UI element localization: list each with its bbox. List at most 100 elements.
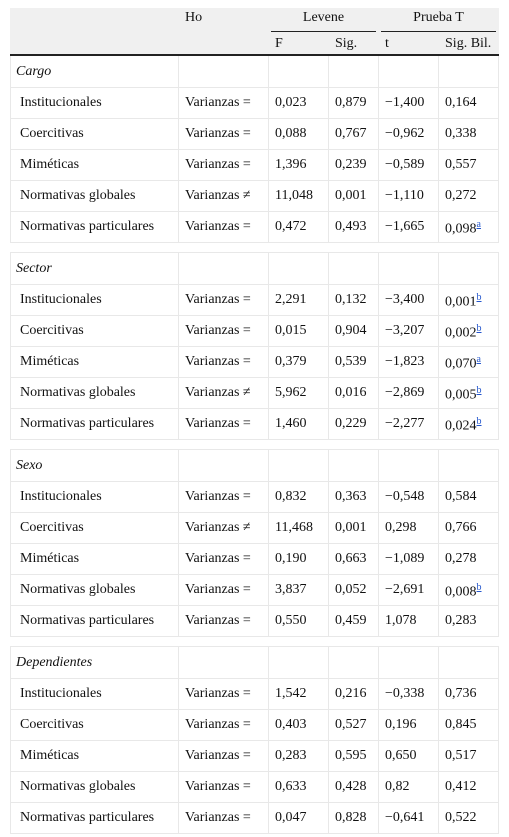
cell-value: Varianzas = <box>185 126 251 141</box>
cell-value: −1,823 <box>385 354 425 369</box>
cell-t: −0,589 <box>378 149 440 181</box>
data-row: Coercitivas Varianzas = 0,403 0,527 0,196 0,8… <box>10 709 500 741</box>
footnote-ref: b <box>477 383 482 396</box>
row-label: Miméticas <box>10 346 179 378</box>
cell-sig: 0,016 <box>327 377 380 409</box>
data-row: Normativas globales Varianzas ≠ 11,048 0,00… <box>10 180 500 212</box>
spacer-cell <box>268 636 329 647</box>
data-row: Institucionales Varianzas = 0,832 0,363 −0,5… <box>10 481 500 513</box>
cell-ho: Varianzas = <box>178 284 269 316</box>
cell-value: 0,164 <box>445 95 477 110</box>
cell-ho: Varianzas ≠ <box>178 180 269 212</box>
footnote-link[interactable]: a <box>476 218 481 230</box>
spacer-cell <box>268 242 329 253</box>
spacer-cell <box>10 439 179 450</box>
cell-sig-bil: 0,164 <box>438 87 500 119</box>
cell-value: 0,239 <box>335 157 367 172</box>
data-row: Normativas particulares Varianzas = 0,472 0… <box>10 211 500 243</box>
footnote-link[interactable]: b <box>476 291 482 303</box>
cell-value: Varianzas = <box>185 95 251 110</box>
cell-value: Varianzas = <box>185 582 251 597</box>
cell-sig: 0,132 <box>327 284 380 316</box>
cell-value: 0,047 <box>275 810 307 825</box>
cell-sig-bil: 0,070a <box>438 346 500 378</box>
group-title: Dependientes <box>10 646 179 679</box>
footnote-link[interactable]: b <box>476 384 482 396</box>
cell-ho: Varianzas = <box>178 315 269 347</box>
empty-cell <box>178 449 269 482</box>
empty-cell <box>378 449 440 482</box>
cell-ho: Varianzas = <box>178 346 269 378</box>
cell-value: 0,767 <box>335 126 367 141</box>
empty-cell <box>378 646 440 679</box>
cell-sig: 0,904 <box>327 315 380 347</box>
cell-sig-bil: 0,008b <box>438 574 500 606</box>
header-cell: Ho <box>178 8 269 33</box>
cell-value: 11,048 <box>275 188 313 203</box>
cell-value: 0,517 <box>445 748 477 763</box>
cell-t: −1,089 <box>378 543 440 575</box>
cell-value: 0,190 <box>275 551 307 566</box>
footnote-link[interactable]: a <box>476 353 481 365</box>
row-label: Normativas particulares <box>10 408 179 440</box>
data-row: Institucionales Varianzas = 2,291 0,132 −3,4… <box>10 284 500 316</box>
cell-value: Varianzas = <box>185 354 251 369</box>
cell-sig-bil: 0,002b <box>438 315 500 347</box>
cell-t: −2,869 <box>378 377 440 409</box>
data-row: Institucionales Varianzas = 1,542 0,216 −0,3… <box>10 678 500 710</box>
data-row: Normativas particulares Varianzas = 0,550 0… <box>10 605 500 637</box>
cell-f: 11,468 <box>268 512 329 544</box>
cell-t: −2,691 <box>378 574 440 606</box>
cell-t: −1,665 <box>378 211 440 243</box>
cell-value: 0,828 <box>335 810 367 825</box>
footnote-link[interactable]: b <box>476 415 482 427</box>
cell-t: −0,641 <box>378 802 440 834</box>
data-row: Miméticas Varianzas = 0,379 0,539 −1,823 0,07… <box>10 346 500 378</box>
cell-f: 0,088 <box>268 118 329 150</box>
cell-f: 2,291 <box>268 284 329 316</box>
cell-t: 0,650 <box>378 740 440 772</box>
cell-value: 0,005 <box>445 387 477 403</box>
header-cell: t <box>378 32 440 56</box>
cell-f: 0,550 <box>268 605 329 637</box>
cell-ho: Varianzas = <box>178 149 269 181</box>
footnote-link[interactable]: b <box>476 322 482 334</box>
cell-ho: Varianzas = <box>178 481 269 513</box>
cell-value: 0,272 <box>445 188 477 203</box>
cell-value: Varianzas = <box>185 686 251 701</box>
footnote-ref: a <box>477 217 481 230</box>
cell-value: 0,098 <box>445 221 477 237</box>
cell-value: 0,001 <box>335 188 367 203</box>
cell-value: −0,589 <box>385 157 425 172</box>
cell-t: −1,400 <box>378 87 440 119</box>
cell-value: 0,052 <box>335 582 367 597</box>
data-row: Coercitivas Varianzas = 0,088 0,767 −0,962 0,… <box>10 118 500 150</box>
cell-value: Varianzas = <box>185 748 251 763</box>
spacer-cell <box>378 242 439 253</box>
data-row: Coercitivas Varianzas ≠ 11,468 0,001 0,298 0,… <box>10 512 500 544</box>
cell-t: −1,110 <box>378 180 440 212</box>
empty-cell <box>268 252 329 285</box>
cell-value: 0,663 <box>335 551 367 566</box>
cell-value: 0,229 <box>335 416 367 431</box>
header-cell: F <box>268 32 329 56</box>
row-label: Miméticas <box>10 149 179 181</box>
header-cell <box>178 32 269 56</box>
empty-cell <box>327 252 380 285</box>
cell-value: 0,879 <box>335 95 367 110</box>
cell-value: Varianzas = <box>185 489 251 504</box>
cell-value: 0,766 <box>445 520 477 535</box>
cell-sig: 0,595 <box>327 740 380 772</box>
cell-f: 0,023 <box>268 87 329 119</box>
spacer-cell <box>178 636 269 647</box>
cell-f: 0,472 <box>268 211 329 243</box>
footnote-link[interactable]: b <box>476 581 482 593</box>
cell-value: 0,023 <box>275 95 307 110</box>
data-row: Normativas particulares Varianzas = 1,460 0… <box>10 408 500 440</box>
cell-ho: Varianzas = <box>178 771 269 803</box>
cell-ho: Varianzas = <box>178 605 269 637</box>
cell-f: 11,048 <box>268 180 329 212</box>
empty-cell <box>327 449 380 482</box>
data-row: Miméticas Varianzas = 0,283 0,595 0,650 0,517 <box>10 740 500 772</box>
